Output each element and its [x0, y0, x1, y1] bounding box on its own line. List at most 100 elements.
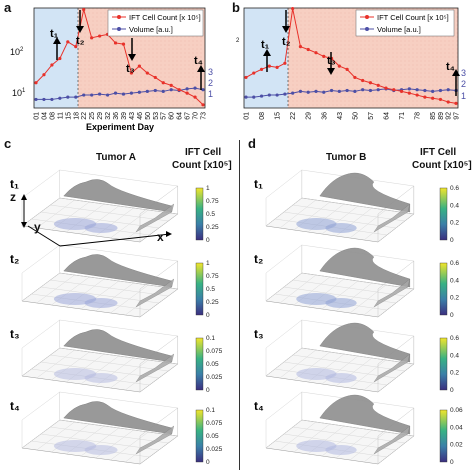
- cb-title-c-1: IFT Cell: [185, 147, 222, 158]
- ift-point: [193, 95, 197, 99]
- ift-point: [322, 54, 326, 58]
- volume-point: [82, 93, 86, 97]
- volume-point: [275, 93, 279, 97]
- row-label-2: t₂: [10, 252, 19, 266]
- panel-b-letter: b: [232, 0, 240, 15]
- ift-point: [98, 34, 102, 38]
- marker-t1: t₁: [261, 39, 270, 51]
- ift-point: [169, 83, 173, 87]
- x-tick-label: 73: [201, 112, 208, 120]
- x-tick-label: 50: [352, 112, 359, 120]
- ift-point: [368, 81, 373, 85]
- marker-t3-arrow: [327, 52, 335, 75]
- x-tick-label: 36: [113, 112, 120, 120]
- blue-phase-bg: [34, 8, 78, 108]
- tumor-b-volumes: t₁ 0.6 0.4 0.2 0 t₂ 0.6 0.4 0.2 0 t₃ 0.6 0.4 0.2 0 t₄ 0.…: [254, 169, 463, 466]
- colorbar-tick: 0.05: [206, 361, 219, 368]
- volume-series-line: [36, 87, 204, 100]
- axis-label-z: z: [10, 190, 16, 204]
- colorbar-tick: 0.75: [206, 198, 219, 205]
- x-tick-label: 08: [259, 112, 266, 120]
- legend-ift: IFT Cell Count [x 10⁵]: [129, 13, 201, 22]
- marker-t1-arrow: [263, 49, 271, 72]
- ift-point: [407, 91, 411, 95]
- ift-point: [121, 42, 126, 46]
- row-label-4: t₄: [10, 399, 20, 413]
- tumor-a-volumes: t₁ 1 0.75 0.5 0.25 0 t₂ 1 0.75 0.5 0.25 0 t₃ 0.1 0.075…: [10, 169, 223, 466]
- x-tick-label: 89: [438, 112, 445, 120]
- volume-point: [105, 93, 110, 97]
- volume-point: [161, 89, 165, 93]
- volume-point: [201, 88, 205, 92]
- volume-point: [34, 97, 38, 102]
- colorbar-tick: 0: [206, 387, 210, 394]
- right-tick-3: 3: [461, 68, 466, 78]
- ift-point: [446, 100, 450, 104]
- legend-ift: IFT Cell Count [x 10⁵]: [377, 13, 449, 22]
- volume-point: [314, 89, 318, 93]
- volume-point: [121, 92, 126, 96]
- volume-box: [265, 244, 415, 318]
- ift-point: [431, 96, 435, 100]
- marker-t1: t₁: [50, 28, 59, 40]
- x-tick-label: 71: [399, 112, 406, 120]
- x-tick-label: 85: [430, 112, 437, 120]
- colorbar-tick: 0.2: [450, 220, 459, 227]
- y-tick-10-2: 102: [236, 38, 240, 48]
- x-tick-label: 70: [193, 112, 200, 120]
- row-label-1: t₁: [10, 177, 19, 191]
- ift-point: [185, 91, 189, 95]
- ift-point: [153, 75, 157, 80]
- tumor-b-title: Tumor B: [326, 152, 367, 163]
- volume-point: [361, 88, 365, 92]
- colorbar-tick: 0.5: [206, 286, 215, 293]
- ift-point: [50, 63, 54, 67]
- ift-point: [384, 86, 388, 90]
- colorbar: [439, 187, 448, 241]
- colorbar-tick: 0: [450, 459, 454, 466]
- colorbar-tick: 0: [450, 312, 454, 319]
- volume-point: [98, 92, 102, 96]
- legend-box: [355, 9, 455, 37]
- right-tick-2: 2: [208, 78, 213, 88]
- volume-point: [446, 88, 450, 92]
- volume-point: [129, 91, 134, 95]
- ift-point: [66, 40, 70, 44]
- volume-box: [21, 391, 179, 465]
- volume-point: [329, 88, 334, 93]
- marker-t2: t₂: [76, 35, 85, 47]
- x-tick-label: 22: [81, 112, 88, 120]
- row-label-1: t₁: [254, 177, 263, 191]
- panel-a-letter: a: [4, 0, 12, 15]
- right-tick-2: 2: [461, 79, 466, 89]
- axis-arrows: [21, 194, 172, 247]
- x-tick-label: 39: [121, 112, 128, 120]
- colorbar: [195, 262, 204, 316]
- colorbar-tick: 0.06: [450, 407, 463, 414]
- ift-point: [275, 65, 279, 69]
- ift-point: [267, 64, 271, 68]
- marker-t4-arrow: [197, 65, 205, 90]
- colorbar: [439, 337, 448, 391]
- ift-point: [423, 95, 427, 99]
- colorbar: [195, 337, 204, 391]
- ift-point: [298, 45, 303, 49]
- colorbar-tick: 0.6: [450, 260, 459, 267]
- volume-point: [423, 88, 427, 93]
- row-label-4: t₄: [254, 399, 264, 413]
- ift-point: [353, 75, 357, 80]
- volume-point: [169, 88, 173, 92]
- ift-point: [345, 67, 349, 71]
- right-tick-3: 3: [208, 67, 213, 77]
- legend-box: [107, 9, 204, 37]
- ift-point: [376, 83, 380, 87]
- ift-point: [291, 6, 295, 11]
- panel-divider: [239, 140, 240, 470]
- ift-point: [58, 56, 62, 61]
- volume-point: [185, 87, 189, 91]
- marker-t4-arrow: [452, 69, 460, 96]
- marker-t3: t₃: [126, 63, 135, 75]
- colorbar: [195, 187, 204, 241]
- x-tick-label: 25: [89, 112, 96, 120]
